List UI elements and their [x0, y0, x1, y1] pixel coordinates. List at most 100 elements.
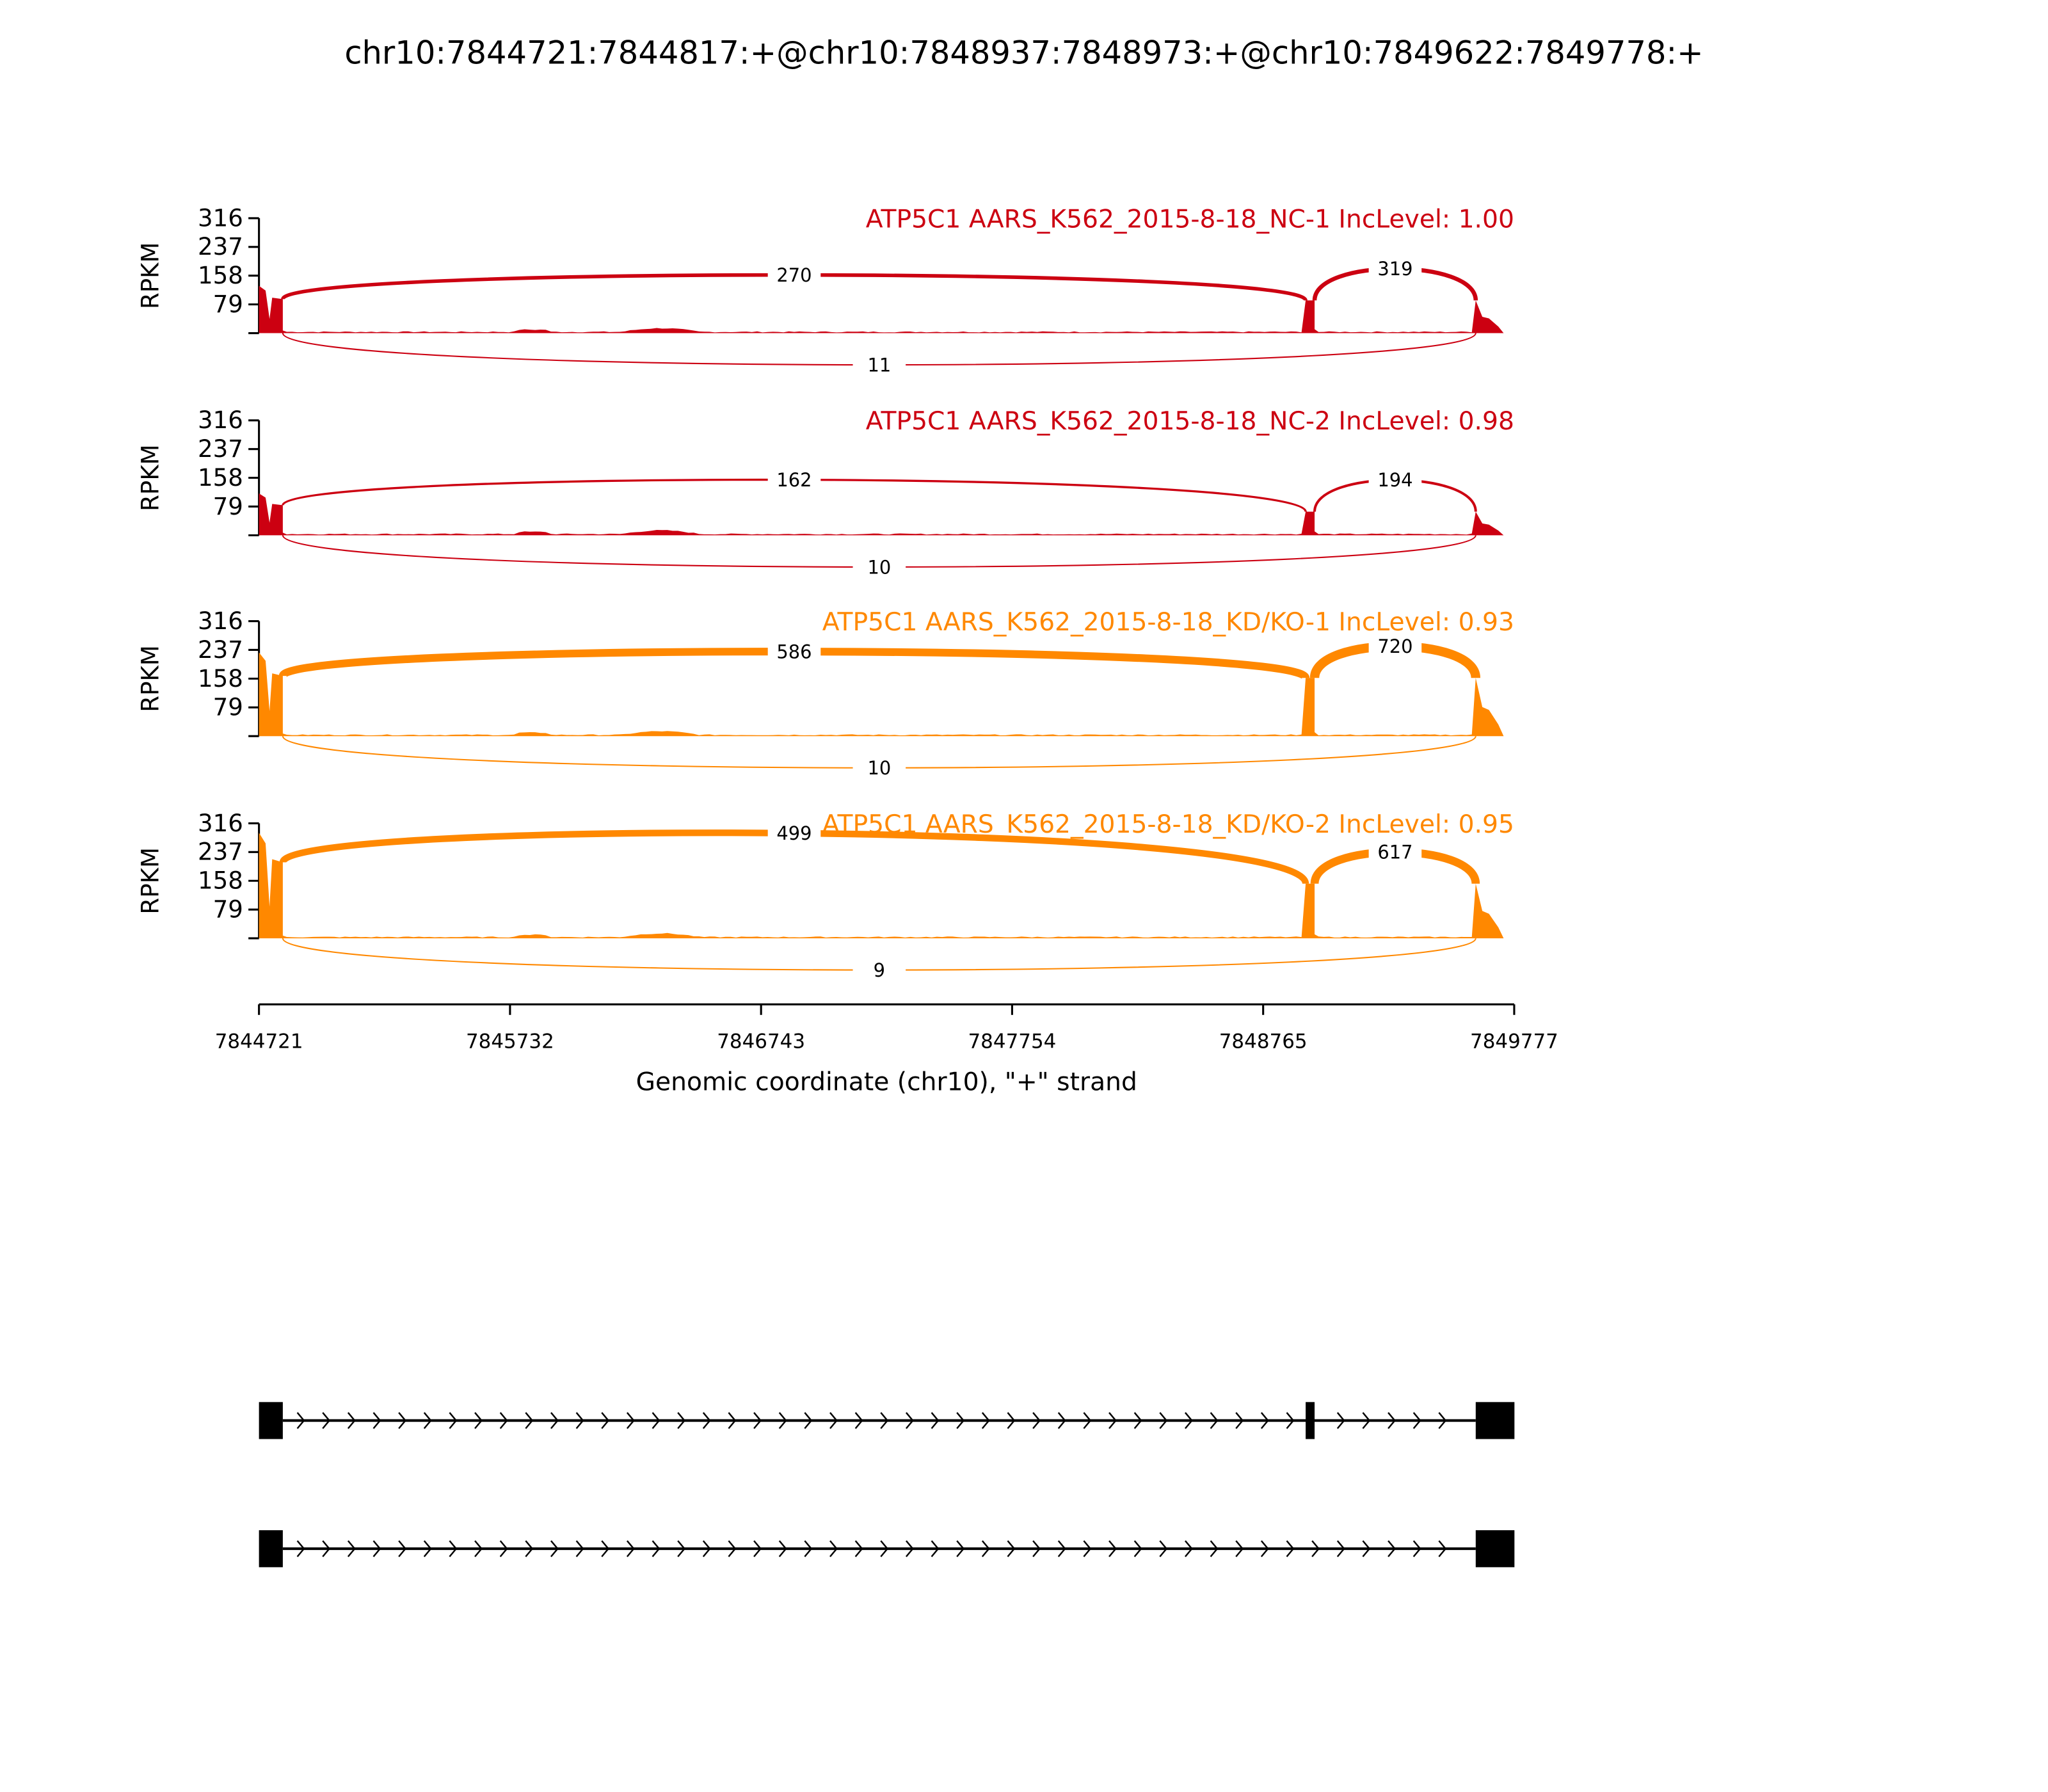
strand-arrow-icon — [372, 1540, 381, 1558]
isoform-model — [259, 1530, 1515, 1567]
strand-arrow-icon — [677, 1412, 686, 1429]
y-tick-label: 158 — [198, 464, 243, 492]
strand-arrow-icon — [1412, 1540, 1421, 1558]
strand-arrow-icon — [1108, 1412, 1117, 1429]
junction-count-label: 10 — [867, 757, 891, 779]
strand-arrow-icon — [728, 1540, 737, 1558]
x-axis-label: Genomic coordinate (chr10), "+" strand — [636, 1068, 1137, 1096]
y-axis-label: RPKM — [137, 444, 164, 511]
y-tick-label: 158 — [198, 867, 243, 895]
junction-count-label: 586 — [776, 641, 812, 662]
x-tick-label: 7848765 — [1219, 1030, 1308, 1053]
strand-arrow-icon — [550, 1412, 559, 1429]
strand-arrow-icon — [1412, 1412, 1421, 1429]
junction-count-label: 499 — [776, 822, 812, 844]
junction-label-bg — [767, 820, 821, 847]
strand-arrow-icon — [296, 1540, 305, 1558]
strand-arrow-icon — [322, 1412, 331, 1429]
strand-arrow-icon — [575, 1412, 584, 1429]
strand-arrow-icon — [423, 1540, 432, 1558]
strand-arrow-icon — [449, 1540, 458, 1558]
junction-count-label: 10 — [867, 556, 891, 578]
y-tick-label: 237 — [198, 838, 243, 866]
strand-arrow-icon — [905, 1540, 914, 1558]
strand-arrow-icon — [1286, 1540, 1295, 1558]
strand-arrow-icon — [1184, 1540, 1193, 1558]
strand-arrow-icon — [372, 1412, 381, 1429]
x-tick-label: 7844721 — [215, 1030, 303, 1053]
strand-arrow-icon — [778, 1540, 787, 1558]
junction-label-bg — [1368, 255, 1422, 282]
strand-arrow-icon — [854, 1540, 863, 1558]
strand-arrow-icon — [1159, 1412, 1168, 1429]
y-tick-label: 237 — [198, 233, 243, 260]
strand-arrow-icon — [804, 1540, 813, 1558]
strand-arrow-icon — [728, 1412, 737, 1429]
strand-arrow-icon — [956, 1540, 965, 1558]
strand-arrow-icon — [677, 1540, 686, 1558]
y-tick-label: 316 — [198, 406, 243, 434]
strand-arrow-icon — [1336, 1412, 1345, 1429]
strand-arrow-icon — [702, 1412, 711, 1429]
strand-arrow-icon — [1235, 1412, 1244, 1429]
strand-arrow-icon — [956, 1412, 965, 1429]
junction-count-label: 11 — [867, 354, 891, 376]
coverage-area — [259, 493, 1504, 536]
strand-arrow-icon — [1362, 1412, 1371, 1429]
strand-arrow-icon — [474, 1412, 483, 1429]
y-tick-label: 237 — [198, 435, 243, 463]
strand-arrow-icon — [652, 1540, 660, 1558]
x-axis: 7844721 7845732 7846743 7847754 7848765 78497… — [215, 1003, 1558, 1053]
strand-arrow-icon — [1007, 1540, 1016, 1558]
y-tick-label: 158 — [198, 262, 243, 289]
strand-arrow-icon — [829, 1540, 838, 1558]
junction-label-bg — [1368, 838, 1422, 865]
exon-block — [1475, 1530, 1515, 1567]
strand-arrow-icon — [601, 1540, 610, 1558]
strand-arrow-icon — [931, 1412, 940, 1429]
y-axis-label: RPKM — [137, 847, 164, 915]
y-tick-label: 316 — [198, 607, 243, 635]
strand-arrow-icon — [525, 1540, 534, 1558]
junction-count-label: 162 — [776, 469, 812, 491]
strand-arrow-icon — [880, 1412, 889, 1429]
junction-count-label: 194 — [1377, 469, 1412, 491]
exon-block — [259, 1530, 283, 1567]
strand-arrow-icon — [296, 1412, 305, 1429]
gene-models — [259, 1402, 1515, 1567]
strand-arrow-icon — [1083, 1540, 1092, 1558]
strand-arrow-icon — [626, 1412, 635, 1429]
y-tick-label: 237 — [198, 636, 243, 664]
strand-arrow-icon — [423, 1412, 432, 1429]
strand-arrow-icon — [1032, 1412, 1041, 1429]
isoform-model — [259, 1402, 1515, 1439]
strand-arrow-icon — [347, 1540, 356, 1558]
strand-arrow-icon — [499, 1412, 508, 1429]
strand-arrow-icon — [398, 1412, 407, 1429]
strand-arrow-icon — [347, 1412, 356, 1429]
y-tick-label: 158 — [198, 665, 243, 692]
strand-arrow-icon — [1032, 1540, 1041, 1558]
y-tick-label: 79 — [213, 291, 243, 318]
strand-arrow-icon — [981, 1540, 990, 1558]
y-axis-label: RPKM — [137, 242, 164, 309]
strand-arrow-icon — [1057, 1540, 1066, 1558]
strand-arrow-icon — [1108, 1540, 1117, 1558]
junction-count-label: 319 — [1377, 258, 1412, 280]
strand-arrow-icon — [550, 1540, 559, 1558]
exon-block — [1306, 1402, 1315, 1439]
strand-arrow-icon — [1083, 1412, 1092, 1429]
junction-label-bg — [1368, 467, 1422, 493]
strand-arrow-icon — [981, 1412, 990, 1429]
strand-arrow-icon — [1133, 1412, 1142, 1429]
junction-label-bg — [767, 261, 821, 289]
y-tick-label: 316 — [198, 204, 243, 232]
y-tick-label: 79 — [213, 896, 243, 924]
junction-label-bg — [852, 554, 906, 580]
strand-arrow-icon — [1286, 1412, 1295, 1429]
